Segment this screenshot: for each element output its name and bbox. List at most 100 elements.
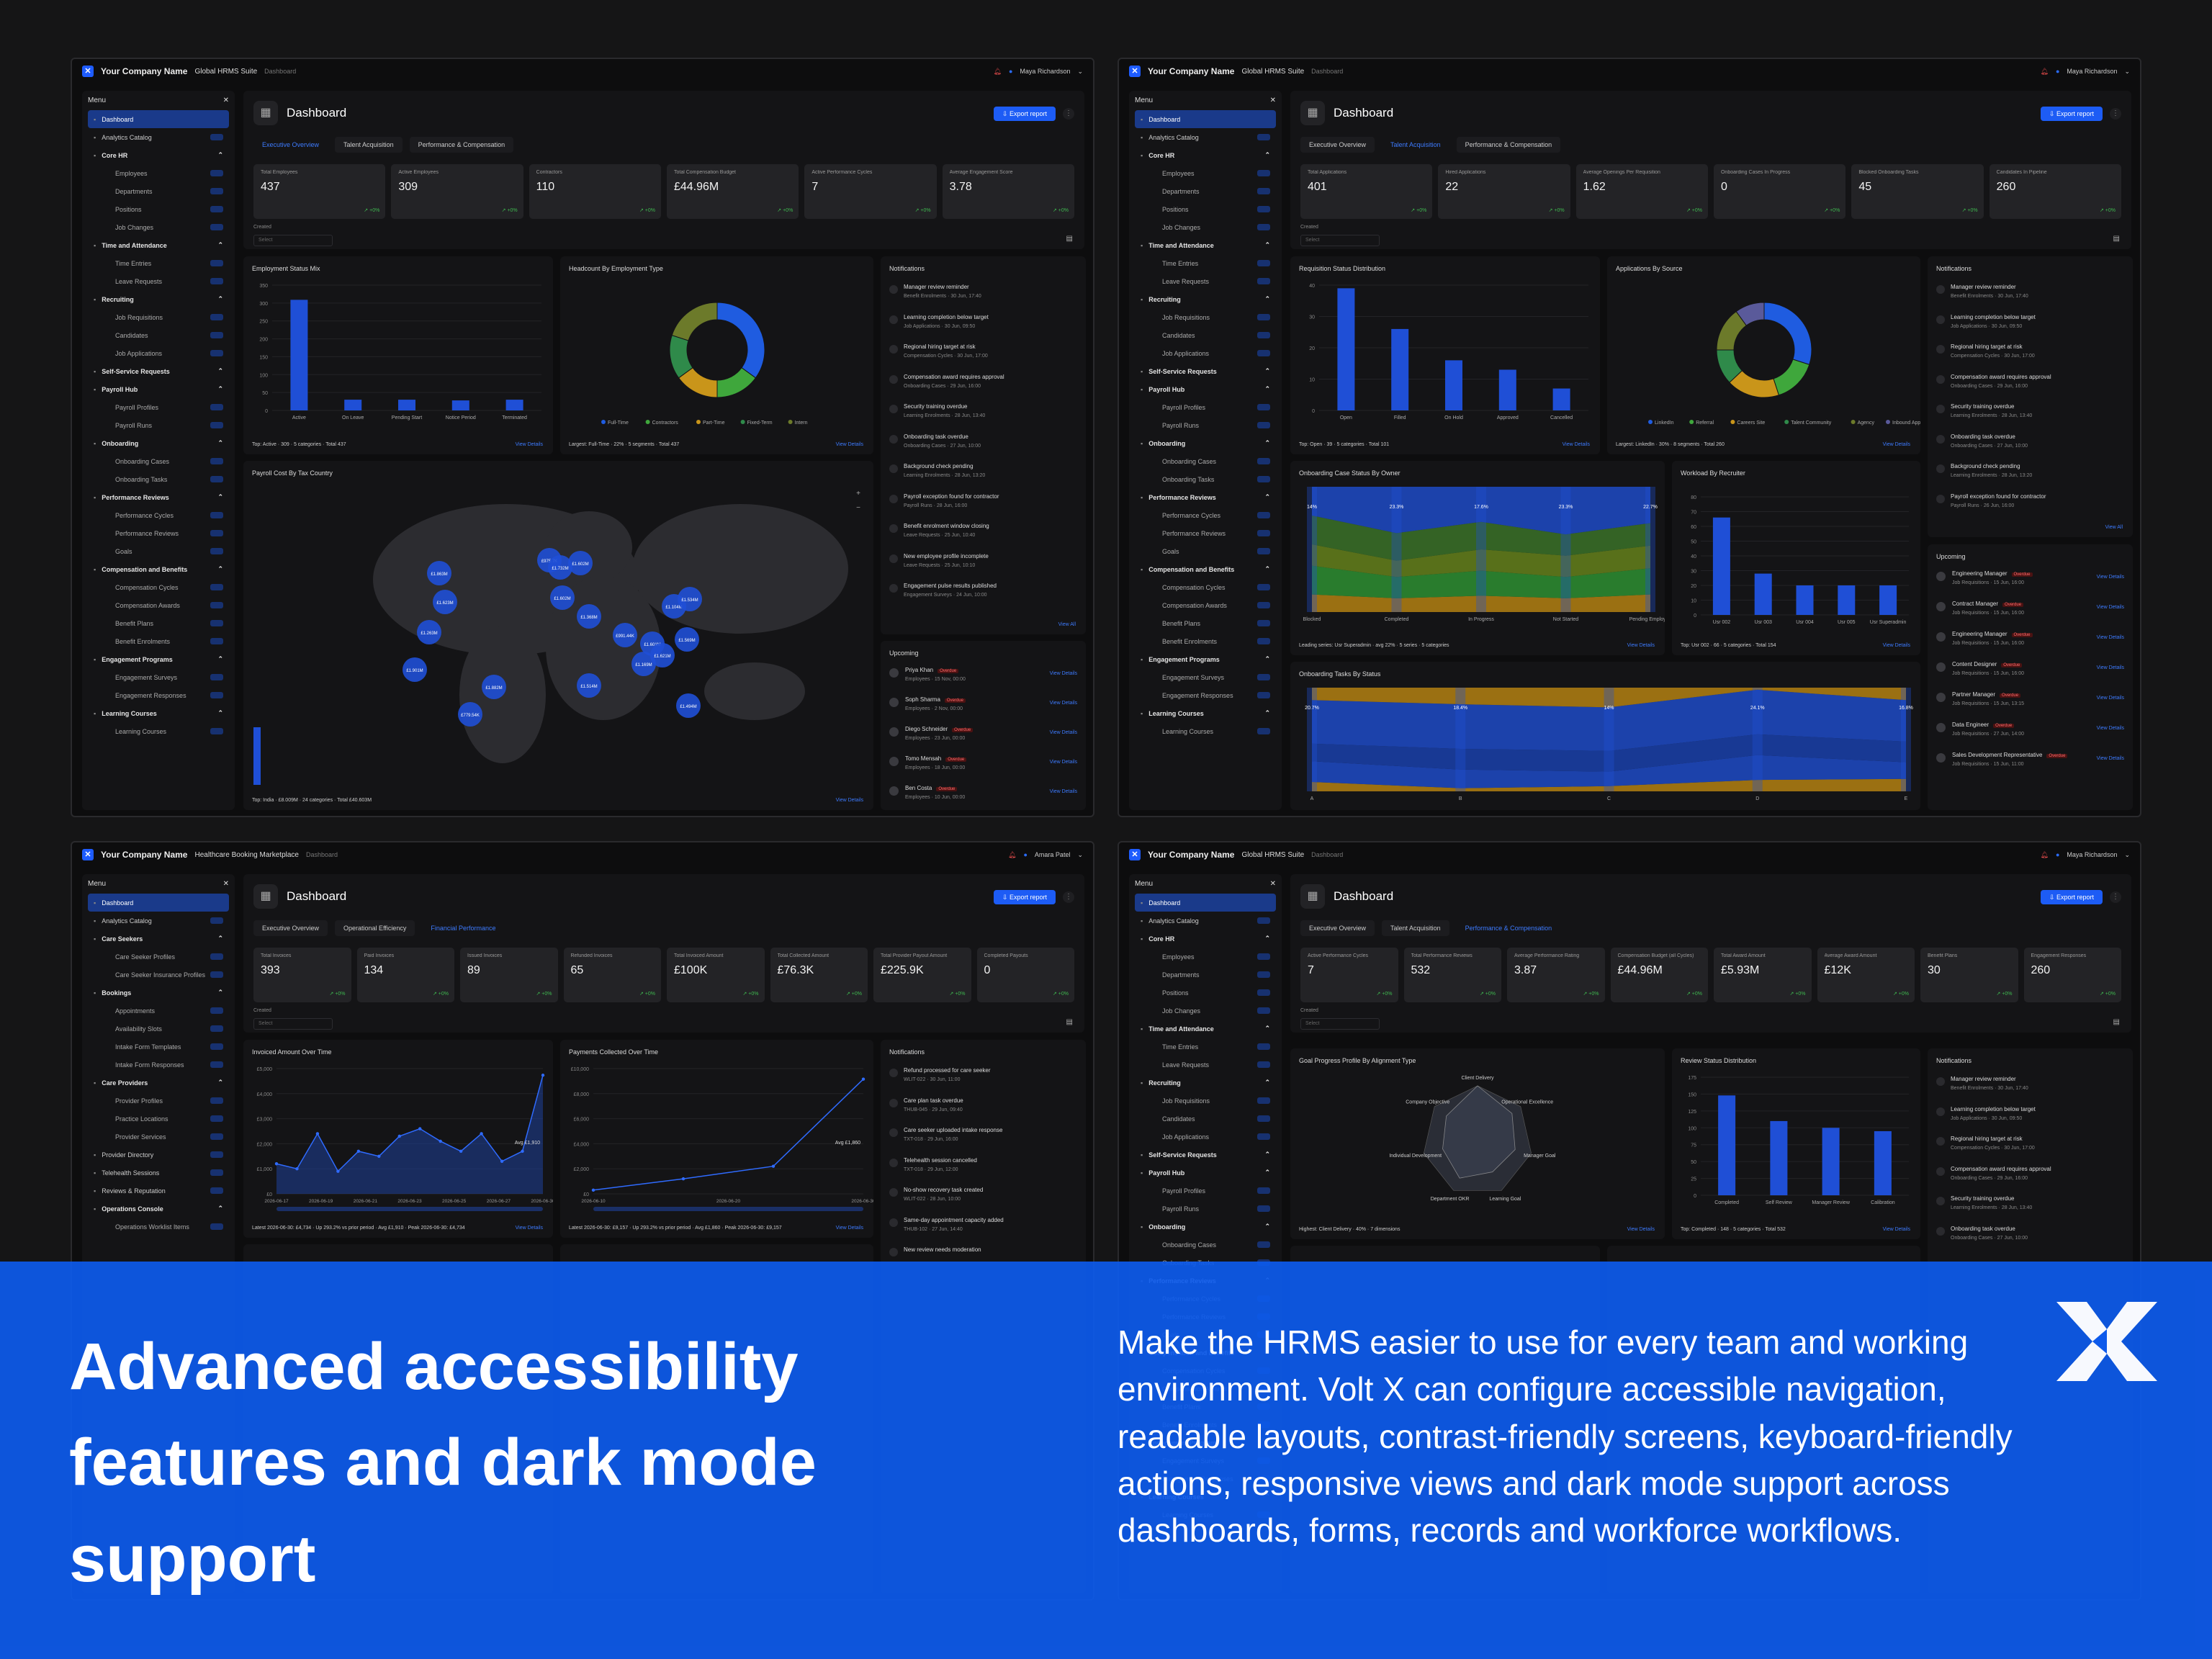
sidebar-item[interactable]: ▪ Recruiting ⌃	[88, 290, 229, 308]
sidebar-item[interactable]: ▪ Analytics Catalog	[1135, 912, 1276, 930]
chevron-up-icon[interactable]: ⌃	[1264, 367, 1270, 374]
notification-item[interactable]: Security training overdue Learning Enrolm…	[1936, 402, 2124, 431]
breadcrumb[interactable]: Dashboard	[1311, 851, 1344, 858]
sidebar-item[interactable]: ▪ Learning Courses ⌃	[1135, 704, 1276, 722]
sidebar-item[interactable]: ▪ Dashboard	[1135, 894, 1276, 912]
sidebar-item[interactable]: Employees	[88, 164, 229, 182]
sidebar-item[interactable]: Candidates	[1135, 1110, 1276, 1128]
chevron-down-icon[interactable]: ⌄	[1077, 67, 1083, 75]
sidebar-item[interactable]: Onboarding Cases	[1135, 1236, 1276, 1254]
sidebar-item[interactable]: ▪ Core HR ⌃	[1135, 930, 1276, 948]
close-icon[interactable]: ✕	[222, 880, 229, 888]
sidebar-item[interactable]: ▪ Analytics Catalog	[88, 912, 229, 930]
kpi-card[interactable]: Paid Invoices 134 ↗ +0%	[356, 948, 454, 1002]
sidebar-item[interactable]: Benefit Plans	[88, 614, 229, 632]
user-name[interactable]: Maya Richardson	[2067, 68, 2118, 75]
view-details-link[interactable]: View Details	[2096, 665, 2124, 670]
sidebar-item[interactable]: Candidates	[1135, 326, 1276, 344]
notification-item[interactable]: Engagement pulse results published Engage…	[889, 581, 1077, 610]
sidebar-item[interactable]: ▪ Core HR ⌃	[88, 146, 229, 164]
user-avatar[interactable]: ●	[2055, 851, 2060, 858]
sidebar-item[interactable]: Departments	[1135, 966, 1276, 984]
kpi-card[interactable]: Average Openings Per Requisition 1.62 ↗ +0…	[1575, 164, 1708, 219]
chevron-down-icon[interactable]: ⌄	[1077, 850, 1083, 858]
sidebar-item[interactable]: Positions	[88, 200, 229, 218]
sidebar-item[interactable]: ▪ Payroll Hub ⌃	[88, 380, 229, 398]
sidebar-item[interactable]: ▪ Care Providers ⌃	[88, 1074, 229, 1092]
upcoming-item[interactable]: Ben Costa Overdue Employees · 10 Jun, 00:0…	[889, 783, 1077, 810]
view-details-link[interactable]: View Details	[1627, 1227, 1655, 1232]
notification-item[interactable]: Compensation award requires approval Onbo…	[889, 372, 1077, 401]
chevron-up-icon[interactable]: ⌃	[217, 709, 223, 716]
sidebar-item[interactable]: Onboarding Tasks	[1135, 470, 1276, 488]
sidebar-item[interactable]: ▪ Core HR ⌃	[1135, 146, 1276, 164]
kpi-card[interactable]: Blocked Onboarding Tasks 45 ↗ +0%	[1851, 164, 1984, 219]
chevron-up-icon[interactable]: ⌃	[1264, 709, 1270, 716]
chevron-down-icon[interactable]: ⌄	[2124, 850, 2130, 858]
sidebar-item[interactable]: ▪ Analytics Catalog	[88, 128, 229, 146]
export-report-button[interactable]: ⇩ Export report	[2040, 107, 2103, 121]
sidebar-item[interactable]: ▪ Dashboard	[1135, 110, 1276, 128]
sidebar-item[interactable]: Onboarding Cases	[1135, 452, 1276, 470]
notification-item[interactable]: New employee profile incomplete Leave Req…	[889, 552, 1077, 580]
more-options-icon[interactable]: ⋮	[2110, 891, 2121, 903]
view-details-link[interactable]: View Details	[1049, 671, 1077, 676]
sidebar-item[interactable]: ▪ Analytics Catalog	[1135, 128, 1276, 146]
chevron-up-icon[interactable]: ⌃	[1264, 295, 1270, 302]
sidebar-item[interactable]: Goals	[1135, 542, 1276, 560]
chevron-up-icon[interactable]: ⌃	[1264, 1169, 1270, 1176]
tab[interactable]: Financial Performance	[431, 925, 496, 932]
kpi-card[interactable]: Benefit Plans 30 ↗ +0%	[1920, 948, 2018, 1002]
tab[interactable]: Performance & Compensation	[1465, 925, 1552, 932]
tab[interactable]: Executive Overview	[253, 920, 328, 936]
kpi-card[interactable]: Total Performance Reviews 532 ↗ +0%	[1403, 948, 1501, 1002]
sidebar-item[interactable]: Benefit Enrolments	[1135, 632, 1276, 650]
created-filter-select[interactable]: Select	[1300, 1018, 1380, 1030]
chevron-up-icon[interactable]: ⌃	[217, 1079, 223, 1086]
view-all-link[interactable]: View All	[2105, 525, 2123, 530]
sidebar-item[interactable]: ▪ Recruiting ⌃	[1135, 1074, 1276, 1092]
tab[interactable]: Talent Acquisition	[335, 137, 403, 153]
sidebar-item[interactable]: ▪ Engagement Programs ⌃	[88, 650, 229, 668]
sidebar-item[interactable]: Job Requisitions	[88, 308, 229, 326]
export-report-button[interactable]: ⇩ Export report	[2040, 890, 2103, 904]
kpi-card[interactable]: Completed Payouts 0 ↗ +0%	[976, 948, 1074, 1002]
breadcrumb[interactable]: Dashboard	[1311, 68, 1344, 75]
sidebar-item[interactable]: Provider Profiles	[88, 1092, 229, 1110]
notification-item[interactable]: Payroll exception found for contractor Pa…	[1936, 492, 2124, 521]
sidebar-item[interactable]: Job Applications	[1135, 1128, 1276, 1146]
sidebar-item[interactable]: Candidates	[88, 326, 229, 344]
view-details-link[interactable]: View Details	[515, 442, 543, 447]
view-details-link[interactable]: View Details	[2096, 575, 2124, 580]
chevron-down-icon[interactable]: ⌄	[2124, 67, 2130, 75]
notification-item[interactable]: Regional hiring target at risk Compensati…	[1936, 1134, 2124, 1163]
view-details-link[interactable]: View Details	[515, 1226, 543, 1231]
sidebar-item[interactable]: ▪ Self-Service Requests ⌃	[88, 362, 229, 380]
sidebar-item[interactable]: ▪ Onboarding ⌃	[88, 434, 229, 452]
chevron-up-icon[interactable]: ⌃	[217, 935, 223, 942]
chevron-up-icon[interactable]: ⌃	[1264, 565, 1270, 572]
created-filter-select[interactable]: Select	[253, 235, 333, 246]
close-icon[interactable]: ✕	[222, 96, 229, 104]
chevron-up-icon[interactable]: ⌃	[1264, 1025, 1270, 1032]
sidebar-item[interactable]: ▪ Operations Console ⌃	[88, 1200, 229, 1218]
sidebar-item[interactable]: ▪ Time and Attendance ⌃	[1135, 236, 1276, 254]
sidebar-item[interactable]: Operations Worklist Items	[88, 1218, 229, 1236]
upcoming-item[interactable]: Contract Manager Overdue Job Requisitions …	[1936, 599, 2124, 628]
chevron-up-icon[interactable]: ⌃	[1264, 385, 1270, 392]
sidebar-item[interactable]: ▪ Dashboard	[88, 110, 229, 128]
calendar-icon[interactable]: ▤	[2113, 235, 2120, 243]
notification-item[interactable]: Compensation award requires approval Onbo…	[1936, 372, 2124, 401]
view-details-link[interactable]: View Details	[1882, 442, 1910, 447]
chevron-up-icon[interactable]: ⌃	[1264, 1223, 1270, 1230]
user-name[interactable]: Maya Richardson	[2067, 851, 2118, 858]
sidebar-item[interactable]: Employees	[1135, 948, 1276, 966]
view-details-link[interactable]: View Details	[1882, 1227, 1910, 1232]
created-filter-select[interactable]: Select	[253, 1018, 333, 1030]
bell-icon[interactable]: 🔔︎	[2040, 67, 2049, 75]
more-options-icon[interactable]: ⋮	[1063, 108, 1074, 120]
notification-item[interactable]: Security training overdue Learning Enrolm…	[1936, 1194, 2124, 1223]
chevron-up-icon[interactable]: ⌃	[217, 367, 223, 374]
user-avatar[interactable]: ●	[1023, 851, 1028, 858]
upcoming-item[interactable]: Engineering Manager Overdue Job Requisitio…	[1936, 569, 2124, 598]
